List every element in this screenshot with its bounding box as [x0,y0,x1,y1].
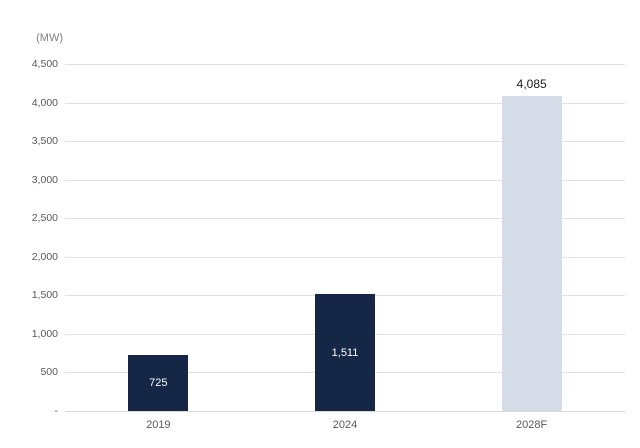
y-tick-label: 1,000 [31,327,58,340]
bar-value-label: 4,085 [516,77,547,91]
y-tick-label: 3,000 [31,173,58,186]
y-tick-label: - [54,405,59,417]
y-tick-label: 2,500 [31,212,58,225]
y-tick-label: 500 [40,366,58,379]
y-tick-label: 1,500 [31,289,58,302]
bar-value-label: 725 [149,377,168,389]
y-tick-label: 3,500 [31,135,58,148]
x-tick-label: 2028F [516,419,548,431]
y-tick-label: 4,000 [31,96,58,109]
gridline [65,102,625,104]
y-axis-unit-label: (MW) [36,32,63,44]
x-tick-label: 2019 [146,419,171,431]
y-tick-label: 4,500 [31,58,58,70]
gridline [65,64,625,65]
gridline [65,179,625,181]
gridline [65,141,625,143]
gridline [65,411,625,412]
bar: 725 [128,355,189,411]
gridline [65,256,625,258]
bar: 1,511 [315,294,375,411]
x-tick-label: 2024 [332,419,358,431]
plot-area: - 500 1,000 1,500 2,000 2,500 3,000 3,500 4,000 4… [32,58,625,431]
gridline [65,218,625,220]
bar [501,96,562,411]
bar-value-label: 1,511 [331,346,359,359]
y-tick-label: 2,000 [31,250,58,263]
